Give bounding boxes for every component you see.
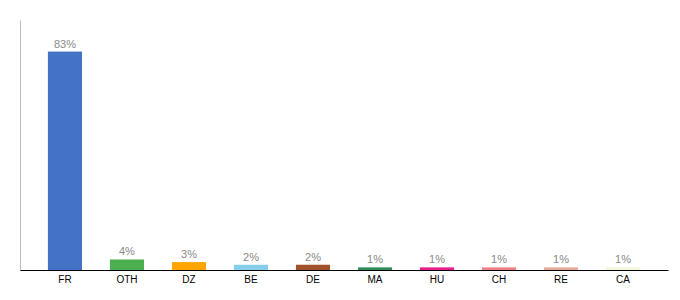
- data-label: 1%: [615, 253, 631, 265]
- data-label: 2%: [305, 251, 321, 263]
- data-labels: 83% 4% 3% 2% 2% 1% 1% 1% 1% 1%: [54, 38, 631, 266]
- data-label: 1%: [491, 253, 507, 265]
- x-tick: CA: [616, 274, 630, 285]
- data-label: 4%: [119, 245, 135, 257]
- data-label: 1%: [367, 253, 383, 265]
- x-tick: BE: [244, 274, 258, 285]
- x-tick-label: RE: [554, 274, 568, 285]
- y-axis-line: [20, 21, 21, 271]
- data-label: 1%: [553, 253, 569, 265]
- x-tick: CH: [492, 274, 506, 285]
- x-tick: RE: [554, 274, 568, 285]
- bar: [544, 267, 578, 270]
- x-tick-label: CH: [492, 274, 506, 285]
- data-label: 3%: [181, 248, 197, 260]
- chart-container: FR OTH DZ BE DE MA HU CH RE CA 83% 4% 3% 2% 2% 1% 1% 1% 1%…: [0, 0, 680, 300]
- bar: [234, 265, 268, 270]
- x-axis: FR OTH DZ BE DE MA HU CH RE CA: [21, 271, 669, 286]
- x-tick-label: MA: [368, 274, 383, 285]
- x-tick: MA: [368, 274, 383, 285]
- y-axis: [20, 21, 21, 271]
- x-tick: HU: [430, 274, 444, 285]
- bar: [482, 267, 516, 270]
- data-label: 2%: [243, 251, 259, 263]
- plot-area: FR OTH DZ BE DE MA HU CH RE CA 83% 4% 3% 2% 2% 1% 1% 1% 1%…: [21, 21, 669, 286]
- x-axis-line: [21, 270, 669, 271]
- bar: [358, 267, 392, 270]
- bar: [296, 265, 330, 270]
- bar: [172, 262, 206, 270]
- x-tick-label: CA: [616, 274, 630, 285]
- chart-svg: FR OTH DZ BE DE MA HU CH RE CA 83% 4% 3% 2% 2% 1% 1% 1% 1%…: [0, 0, 680, 300]
- data-label: 83%: [54, 38, 76, 50]
- x-tick: FR: [58, 274, 71, 285]
- bar: [606, 267, 640, 270]
- x-tick-label: OTH: [116, 274, 137, 285]
- x-tick-label: HU: [430, 274, 444, 285]
- x-tick-label: DZ: [182, 274, 195, 285]
- data-label: 1%: [429, 253, 445, 265]
- x-tick: DZ: [182, 274, 195, 285]
- x-tick-label: FR: [58, 274, 71, 285]
- x-tick: DE: [306, 274, 320, 285]
- bar: [110, 259, 144, 270]
- bar: [420, 267, 454, 270]
- bars: [48, 52, 640, 270]
- bar: [48, 52, 82, 270]
- x-tick: OTH: [116, 274, 137, 285]
- x-tick-label: DE: [306, 274, 320, 285]
- x-tick-label: BE: [244, 274, 258, 285]
